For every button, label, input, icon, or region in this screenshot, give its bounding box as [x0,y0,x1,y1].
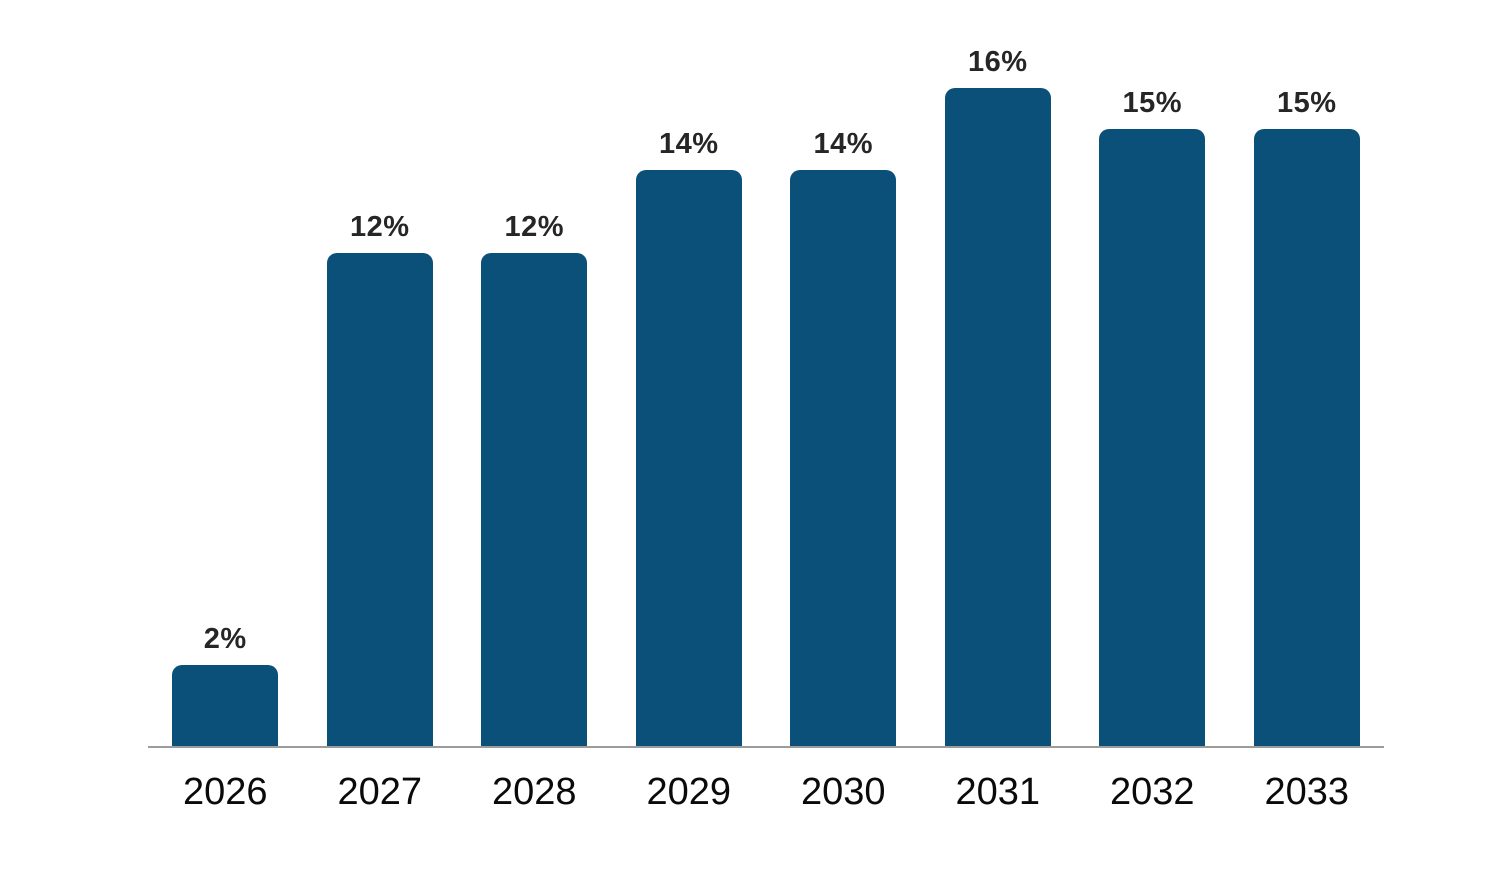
bar-value-label: 15% [1276,87,1337,119]
x-axis-labels: 2026 2027 2028 2029 2030 2031 2032 2033 [148,770,1384,816]
bar-group: 12% [457,0,612,748]
bar [481,253,588,748]
bar-group: 2% [148,0,303,748]
bar-group: 16% [921,0,1076,748]
bar [1099,129,1206,748]
bar-group: 14% [612,0,767,748]
bar-value-label: 12% [349,211,410,243]
bar [1253,129,1360,748]
bar-value-label: 15% [1122,87,1183,119]
x-axis-tick-label: 2030 [800,771,886,813]
bar-value-label: 16% [967,46,1028,78]
bar [326,253,433,748]
bar-group: 14% [766,0,921,748]
x-axis-line [148,746,1384,748]
plot-area: 2% 12% 12% 14% 14% 16% 15% 15% [148,0,1384,748]
x-axis-tick-label: 2033 [1264,771,1350,813]
bar-group: 12% [303,0,458,748]
bar-value-label: 14% [813,128,874,160]
bar [635,170,742,748]
bar-value-label: 12% [504,211,565,243]
bar-group: 15% [1230,0,1385,748]
bar-value-label: 14% [658,128,719,160]
x-axis-tick-label: 2026 [182,771,268,813]
x-axis-tick-label: 2031 [955,771,1041,813]
bar [790,170,897,748]
x-axis-tick-label: 2032 [1109,771,1195,813]
bar [944,88,1051,748]
x-axis-tick-label: 2027 [337,771,423,813]
bar-group: 15% [1075,0,1230,748]
bar [172,665,279,748]
bar-chart: 2% 12% 12% 14% 14% 16% 15% 15% 2026 2027 2028 2029… [148,0,1384,890]
bar-value-label: 2% [203,623,247,655]
x-axis-tick-label: 2029 [646,771,732,813]
x-axis-tick-label: 2028 [491,771,577,813]
